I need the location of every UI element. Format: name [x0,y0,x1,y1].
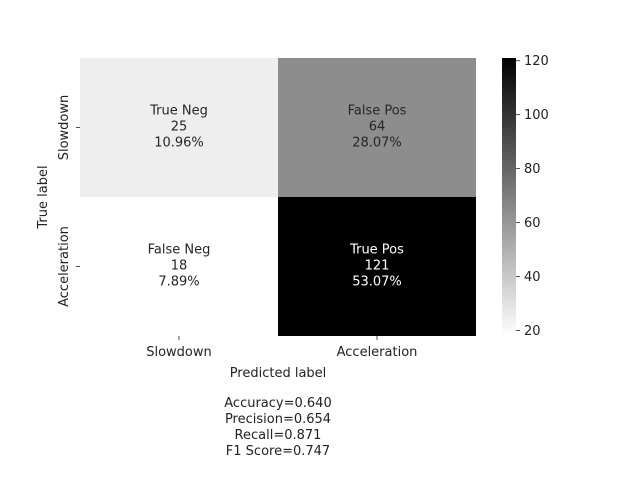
colorbar-tick-label: 40 [524,270,541,285]
heatmap-cell [80,58,278,197]
cell-count: 121 [365,259,390,274]
cell-label: True Neg [149,104,208,119]
cell-label: False Pos [348,104,407,119]
x-tick-label: Slowdown [146,345,212,360]
cell-percent: 10.96% [154,136,204,151]
cell-percent: 28.07% [352,136,402,151]
heatmap-cell [278,58,476,197]
metrics-summary: Accuracy=0.640 Precision=0.654 Recall=0.… [178,396,378,460]
y-tick-label: Slowdown [57,95,72,161]
colorbar-tick-label: 20 [524,324,541,339]
cell-percent: 53.07% [352,275,402,290]
cell-percent: 7.89% [158,275,199,290]
axis-ticks: Slowdown Acceleration Slowdown Acceleration [57,95,417,360]
cell-count: 18 [171,259,188,274]
heatmap-cell [278,197,476,336]
f1-score-text: F1 Score=0.747 [225,444,331,459]
cell-label: True Pos [349,243,404,258]
x-axis-label: Predicted label [230,366,327,381]
x-tick-label: Acceleration [337,345,418,360]
accuracy-text: Accuracy=0.640 [224,396,332,411]
colorbar-tick-label: 120 [524,54,549,69]
colorbar-tick-label: 80 [524,162,541,177]
colorbar-gradient [502,58,516,336]
cell-count: 64 [369,120,386,135]
y-tick-label: Acceleration [57,226,72,307]
precision-text: Precision=0.654 [224,412,332,427]
y-axis-label: True label [36,165,51,229]
heatmap-cell [80,197,278,336]
cell-label: False Neg [148,243,211,258]
colorbar-tick-label: 60 [524,216,541,231]
colorbar: 20 40 60 80 100 120 [502,54,549,339]
colorbar-tick-label: 100 [524,108,549,123]
cell-count: 25 [171,120,188,135]
recall-text: Recall=0.871 [234,428,322,443]
